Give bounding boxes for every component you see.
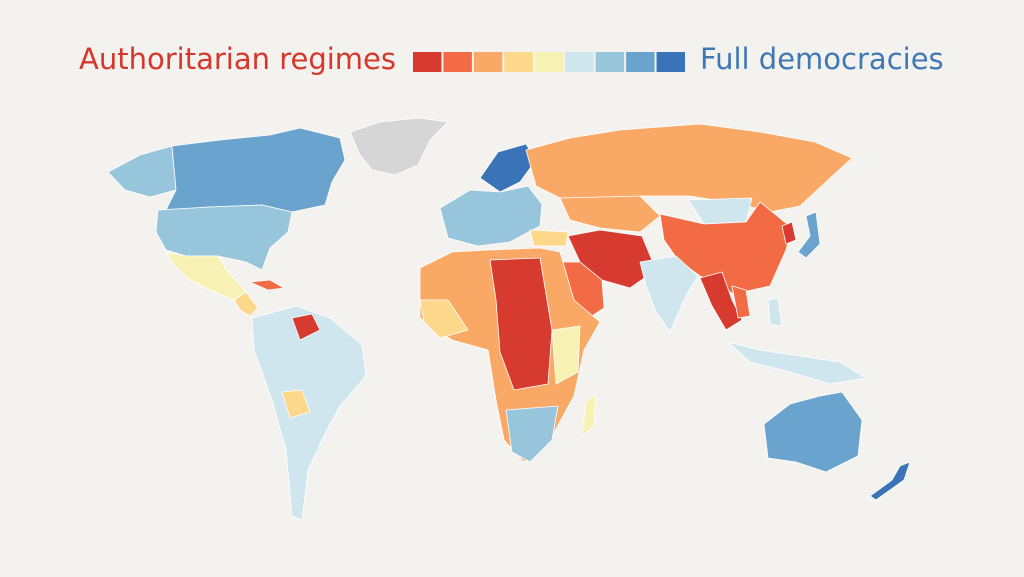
legend-right-label: Full democracies bbox=[700, 42, 944, 76]
east-africa bbox=[551, 325, 581, 385]
legend-swatch bbox=[656, 52, 685, 72]
legend-swatch bbox=[595, 52, 625, 72]
south-america bbox=[251, 305, 367, 521]
central-america bbox=[233, 291, 259, 317]
legend-swatch bbox=[534, 52, 564, 72]
india bbox=[639, 255, 699, 333]
japan bbox=[797, 211, 821, 259]
cuba bbox=[249, 279, 285, 291]
vietnam bbox=[731, 285, 751, 319]
indonesia bbox=[727, 341, 867, 385]
australia bbox=[763, 391, 863, 473]
legend-swatch bbox=[626, 52, 655, 72]
world-map bbox=[107, 117, 911, 521]
central-africa bbox=[489, 257, 553, 391]
legend-scale bbox=[413, 52, 685, 72]
turkey bbox=[529, 229, 569, 247]
korea bbox=[781, 221, 797, 245]
new-zealand bbox=[869, 461, 911, 501]
greenland bbox=[349, 117, 449, 176]
philippines bbox=[767, 297, 783, 327]
bolivia bbox=[281, 389, 311, 419]
legend-swatch bbox=[443, 52, 472, 72]
legend-swatch bbox=[473, 52, 503, 72]
legend-left-label: Authoritarian regimes bbox=[79, 42, 396, 76]
madagascar bbox=[581, 393, 597, 437]
legend-swatch bbox=[413, 52, 442, 72]
central-asia bbox=[559, 195, 661, 233]
legend-swatch bbox=[504, 52, 533, 72]
legend-swatch bbox=[565, 52, 594, 72]
southern-africa bbox=[505, 405, 559, 463]
venezuela bbox=[291, 313, 321, 341]
southeast-asia bbox=[699, 271, 743, 331]
usa bbox=[155, 204, 293, 271]
europe bbox=[439, 185, 543, 247]
west-africa bbox=[419, 299, 469, 339]
